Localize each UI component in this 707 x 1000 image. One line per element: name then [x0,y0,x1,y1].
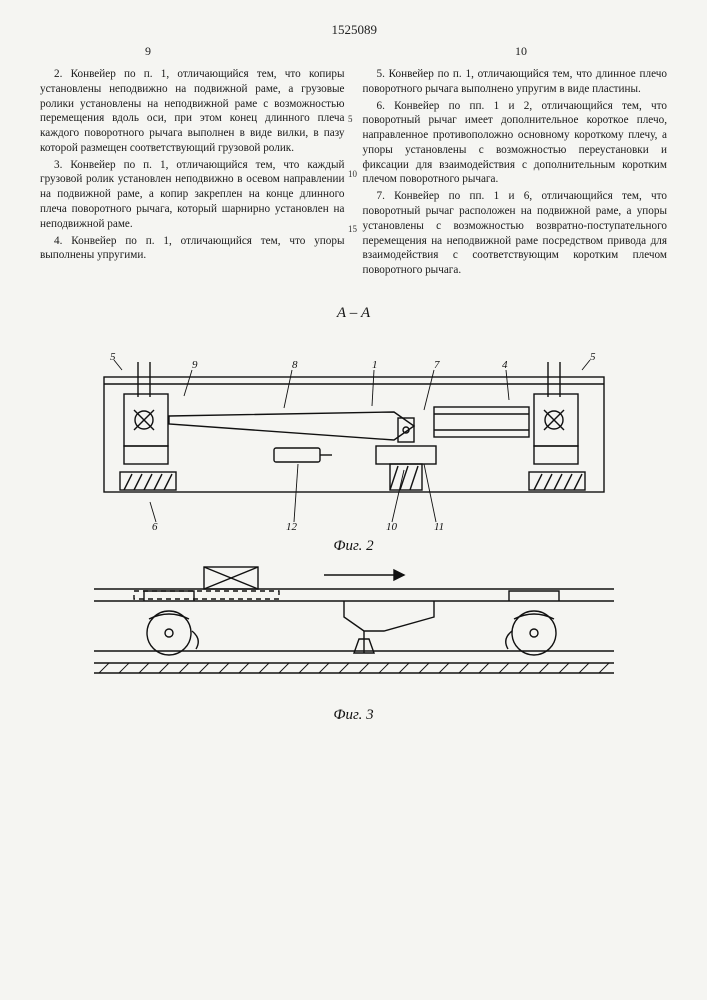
callout-7: 7 [434,359,440,371]
claim-2: 2. Конвейер по п. 1, отличающийся тем, ч… [40,67,345,156]
fig3-label: Фиг. 3 [40,707,667,724]
figure-3-svg [74,561,634,701]
callout-5-right: 5 [590,352,596,363]
claim-5: 5. Конвейер по п. 1, отличающийся тем, ч… [363,67,668,97]
claim-4: 4. Конвейер по п. 1, отличающийся тем, ч… [40,234,345,264]
callout-11: 11 [434,521,444,532]
callout-4: 4 [502,359,508,371]
callout-9: 9 [192,359,198,371]
callout-12: 12 [286,521,298,532]
callout-8: 8 [292,359,298,371]
figures-area: 5 9 8 1 7 4 5 6 12 10 11 Фиг. 2 [40,352,667,724]
callout-5-left: 5 [110,352,116,363]
section-label-aa: А – А [40,305,667,322]
callout-1: 1 [372,359,378,371]
claim-3: 3. Конвейер по п. 1, отличающийся тем, ч… [40,158,345,232]
right-column: 5. Конвейер по п. 1, отличающийся тем, ч… [363,65,668,280]
page-number-left: 9 [145,44,151,59]
figure-2-svg: 5 9 8 1 7 4 5 6 12 10 11 [74,352,634,532]
claim-6: 6. Конвейер по пп. 1 и 2, отличающийся т… [363,99,668,188]
callout-10: 10 [386,521,398,532]
left-column: 2. Конвейер по п. 1, отличающийся тем, ч… [40,65,345,280]
fig2-label: Фиг. 2 [40,538,667,555]
patent-number: 1525089 [332,22,378,38]
callout-6: 6 [152,521,158,532]
claim-7: 7. Конвейер по пп. 1 и 6, отличающийся т… [363,189,668,278]
page-number-right: 10 [515,44,527,59]
